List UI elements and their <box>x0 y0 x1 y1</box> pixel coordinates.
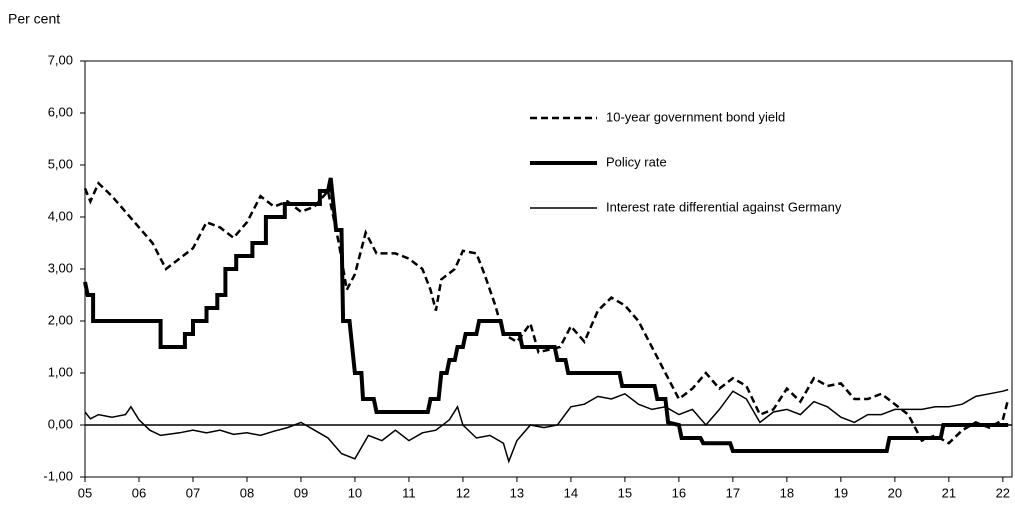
y-axis-label: Per cent <box>8 11 60 27</box>
series-line <box>83 181 1010 445</box>
x-tick-label: 22 <box>996 485 1010 500</box>
x-tick-label: 16 <box>672 485 686 500</box>
y-tick-label: 6,00 <box>48 104 73 119</box>
x-tick-label: 08 <box>240 485 254 500</box>
x-tick-label: 18 <box>780 485 794 500</box>
x-tick-label: 21 <box>942 485 956 500</box>
x-tick-label: 19 <box>834 485 848 500</box>
legend-label: 10-year government bond yield <box>606 109 785 124</box>
x-tick-label: 06 <box>132 485 146 500</box>
series-line <box>84 388 1009 464</box>
x-tick-label: 09 <box>294 485 308 500</box>
x-tick-label: 20 <box>888 485 902 500</box>
x-tick-label: 17 <box>726 485 740 500</box>
x-tick-label: 07 <box>186 485 200 500</box>
series-line <box>83 177 1009 453</box>
x-tick-label: 15 <box>618 485 632 500</box>
y-tick-label: 1,00 <box>48 364 73 379</box>
y-tick-label: 4,00 <box>48 208 73 223</box>
x-tick-label: 12 <box>456 485 470 500</box>
x-tick-label: 14 <box>564 485 578 500</box>
legend-label: Interest rate differential against Germa… <box>606 199 842 214</box>
y-tick-label: 7,00 <box>48 52 73 67</box>
y-tick-label: 0,00 <box>48 416 73 431</box>
y-tick-label: 2,00 <box>48 312 73 327</box>
x-tick-label: 13 <box>510 485 524 500</box>
legend-label: Policy rate <box>606 154 667 169</box>
x-tick-label: 05 <box>78 485 92 500</box>
x-tick-label: 10 <box>348 485 362 500</box>
y-tick-label: 3,00 <box>48 260 73 275</box>
y-tick-label: -1,00 <box>43 468 73 483</box>
x-tick-label: 11 <box>402 485 416 500</box>
y-tick-label: 5,00 <box>48 156 73 171</box>
